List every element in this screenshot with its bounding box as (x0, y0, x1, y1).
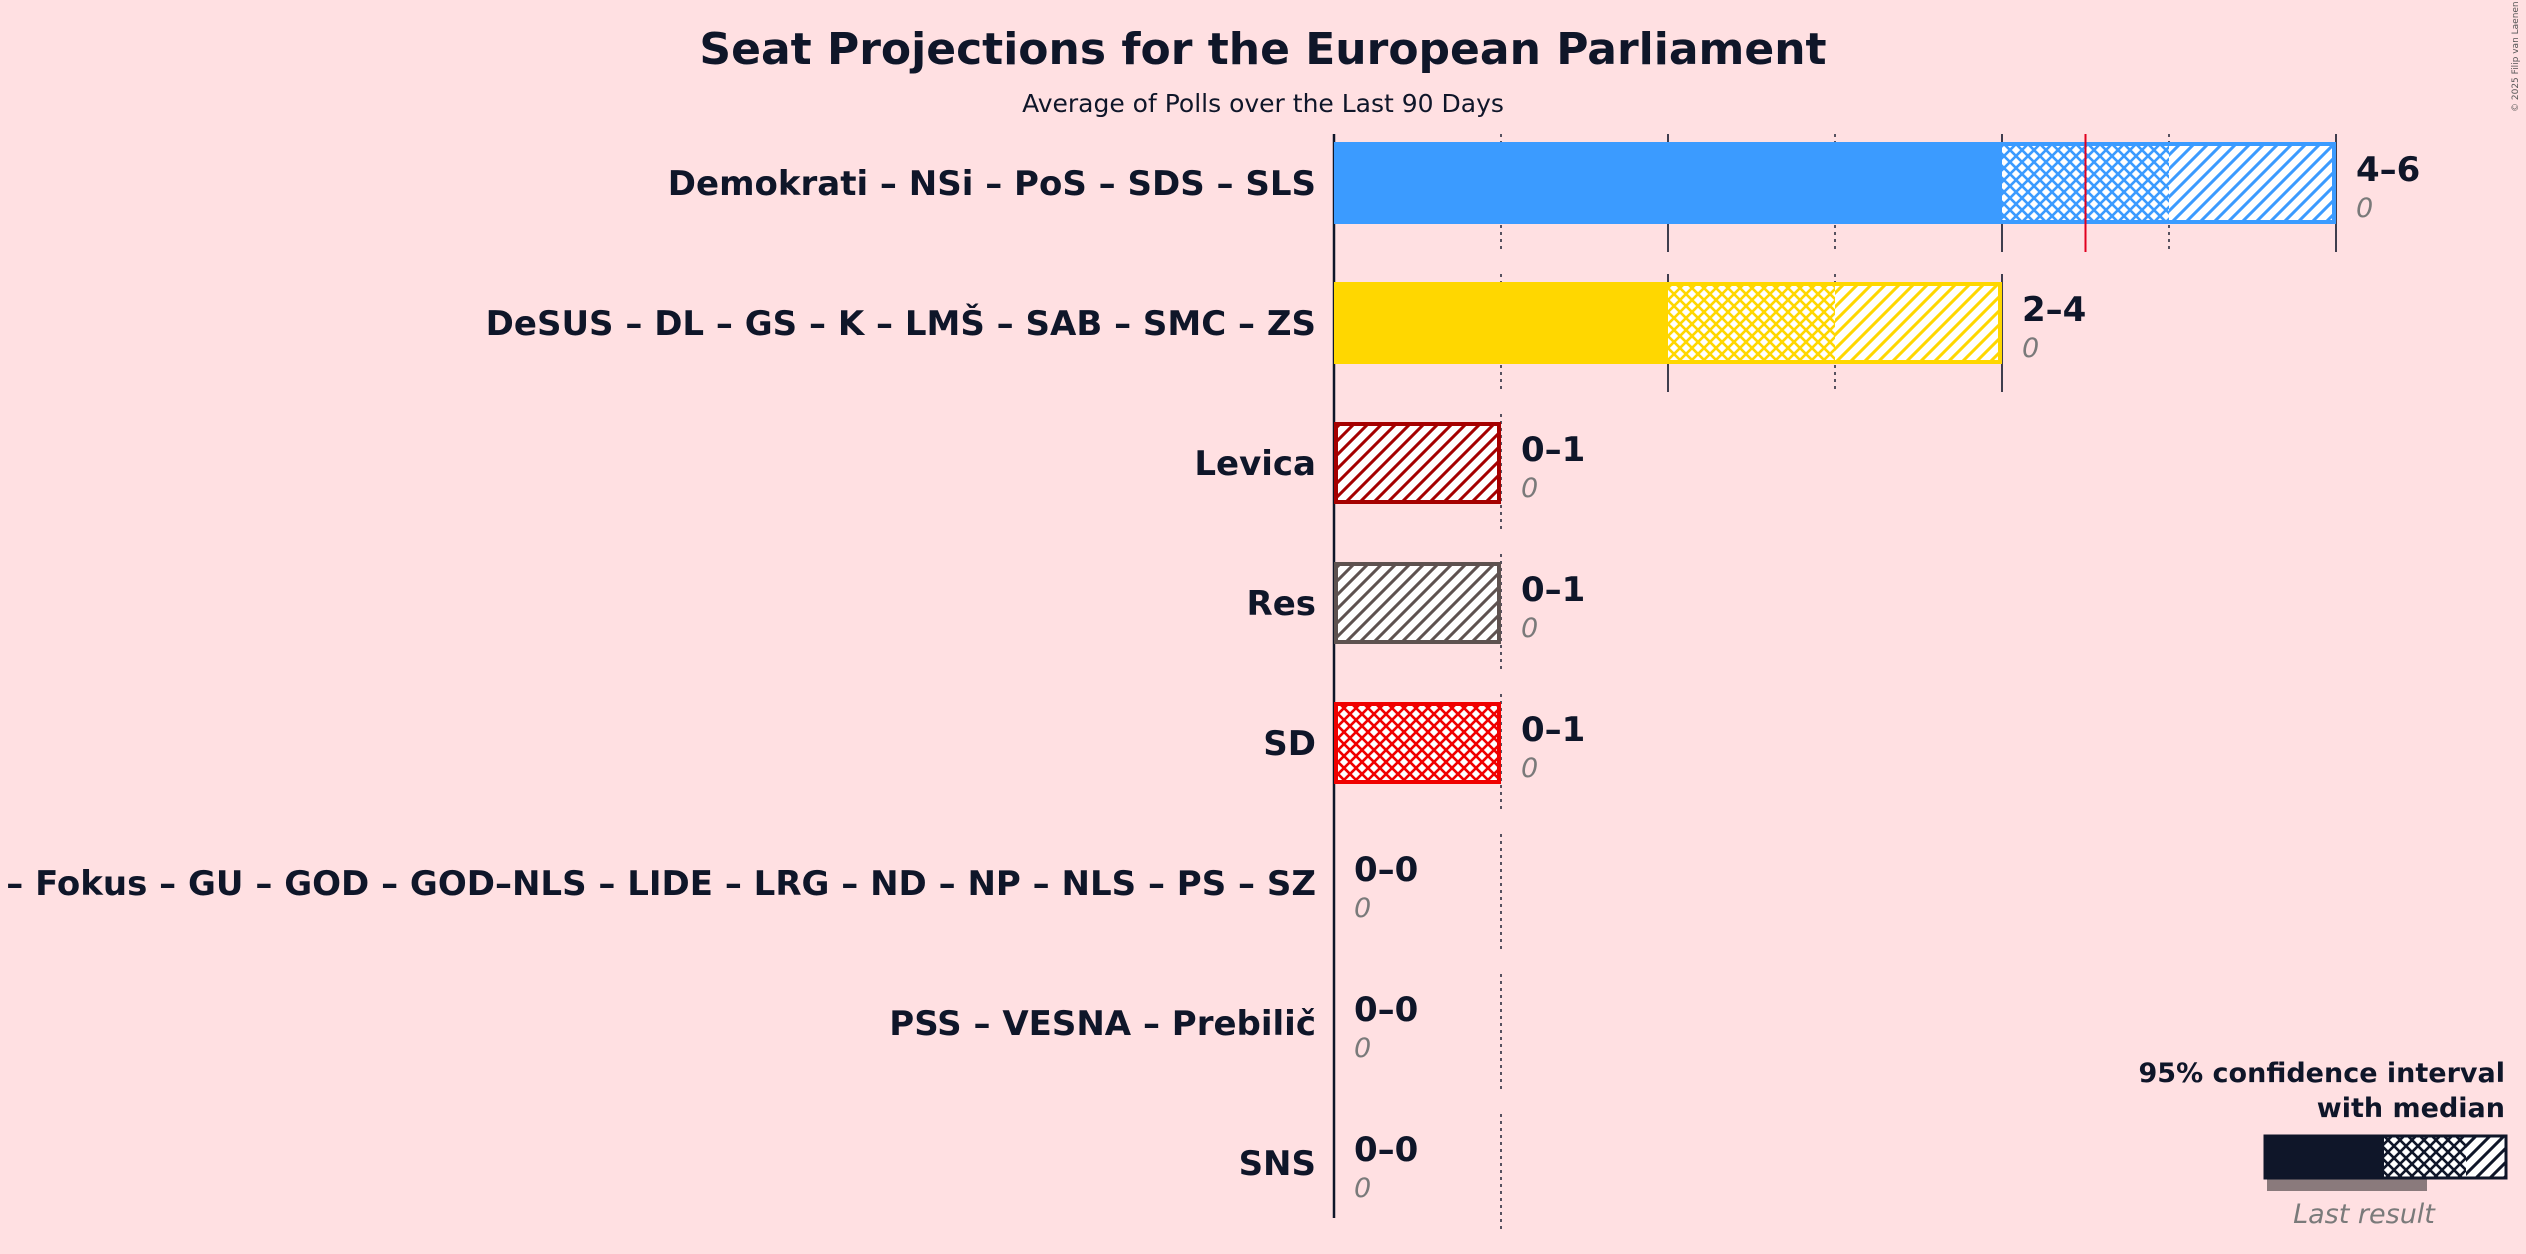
party-row: Levica 0–10 (1194, 414, 1585, 532)
range-label: 0–1 (1521, 430, 1585, 470)
range-label: 0–0 (1354, 850, 1418, 890)
last-result-label: 0 (2022, 333, 2039, 364)
range-label: 0–0 (1354, 1130, 1418, 1170)
last-result-label: 0 (1354, 893, 1371, 924)
party-row: Demokrati – NSi – PoS – SDS – SLS 4–60 (668, 134, 2420, 252)
legend: 95% confidence interval with median Last… (2139, 1058, 2508, 1230)
party-rows: Demokrati – NSi – PoS – SDS – SLS 4–60DeS… (0, 134, 2420, 1232)
bar-outline (1334, 562, 1501, 644)
party-row: SNS 0–00 (1239, 1114, 1502, 1232)
party-label: DeSUS – DL – GS – K – LMŠ – SAB – SMC – … (486, 303, 1316, 344)
last-result-label: 0 (1521, 753, 1538, 784)
bar-outline (1334, 142, 2336, 224)
party-row: SD 0–10 (1263, 694, 1585, 812)
bar-solid (1334, 142, 2002, 224)
bar-solid (1334, 282, 1668, 364)
legend-outline (2263, 1134, 2508, 1180)
copyright-note: © 2025 Filip van Laenen (2511, 1, 2521, 112)
bar-upper-band (1835, 282, 2002, 364)
bar-upper-band (1334, 422, 1501, 504)
legend-last-result-label: Last result (2293, 1199, 2436, 1230)
party-label: Res (1247, 584, 1316, 624)
bar-median-band (1668, 282, 1835, 364)
last-result-label: 0 (1521, 473, 1538, 504)
last-result-label: 0 (1354, 1173, 1371, 1204)
party-row: Res 0–10 (1247, 554, 1585, 672)
bar-outline (1334, 422, 1501, 504)
range-label: 0–1 (1521, 710, 1585, 750)
legend-upper-segment (2466, 1135, 2507, 1179)
party-row: PSS – VESNA – Prebilič 0–00 (889, 974, 1502, 1092)
party-label: SD (1263, 724, 1316, 764)
bar-outline (1334, 702, 1501, 784)
range-label: 2–4 (2022, 290, 2086, 330)
legend-solid-segment (2264, 1135, 2384, 1179)
party-label: Levica (1194, 444, 1316, 484)
last-result-label: 0 (1521, 613, 1538, 644)
bar-upper-band (2169, 142, 2336, 224)
bar-upper-band (1334, 562, 1501, 644)
party-label: SNS (1239, 1144, 1316, 1184)
bar-median-band (1334, 702, 1501, 784)
last-result-label: 0 (1354, 1033, 1371, 1064)
chart-title: Seat Projections for the European Parlia… (699, 24, 1826, 75)
party-row: DD – Fokus – GU – GOD – GOD–NLS – LIDE –… (0, 834, 1502, 952)
party-row: DeSUS – DL – GS – K – LMŠ – SAB – SMC – … (486, 274, 2086, 392)
range-label: 0–0 (1354, 990, 1418, 1030)
party-label: DD – Fokus – GU – GOD – GOD–NLS – LIDE –… (0, 864, 1316, 904)
party-label: Demokrati – NSi – PoS – SDS – SLS (668, 164, 1316, 204)
legend-line-2: with median (2317, 1093, 2505, 1124)
range-label: 4–6 (2356, 150, 2420, 190)
range-label: 0–1 (1521, 570, 1585, 610)
legend-median-segment (2384, 1135, 2466, 1179)
bar-outline (1334, 282, 2002, 364)
chart-subtitle: Average of Polls over the Last 90 Days (1022, 89, 1504, 118)
legend-line-1: 95% confidence interval (2139, 1058, 2505, 1089)
last-result-label: 0 (2356, 193, 2373, 224)
party-label: PSS – VESNA – Prebilič (889, 1004, 1316, 1044)
